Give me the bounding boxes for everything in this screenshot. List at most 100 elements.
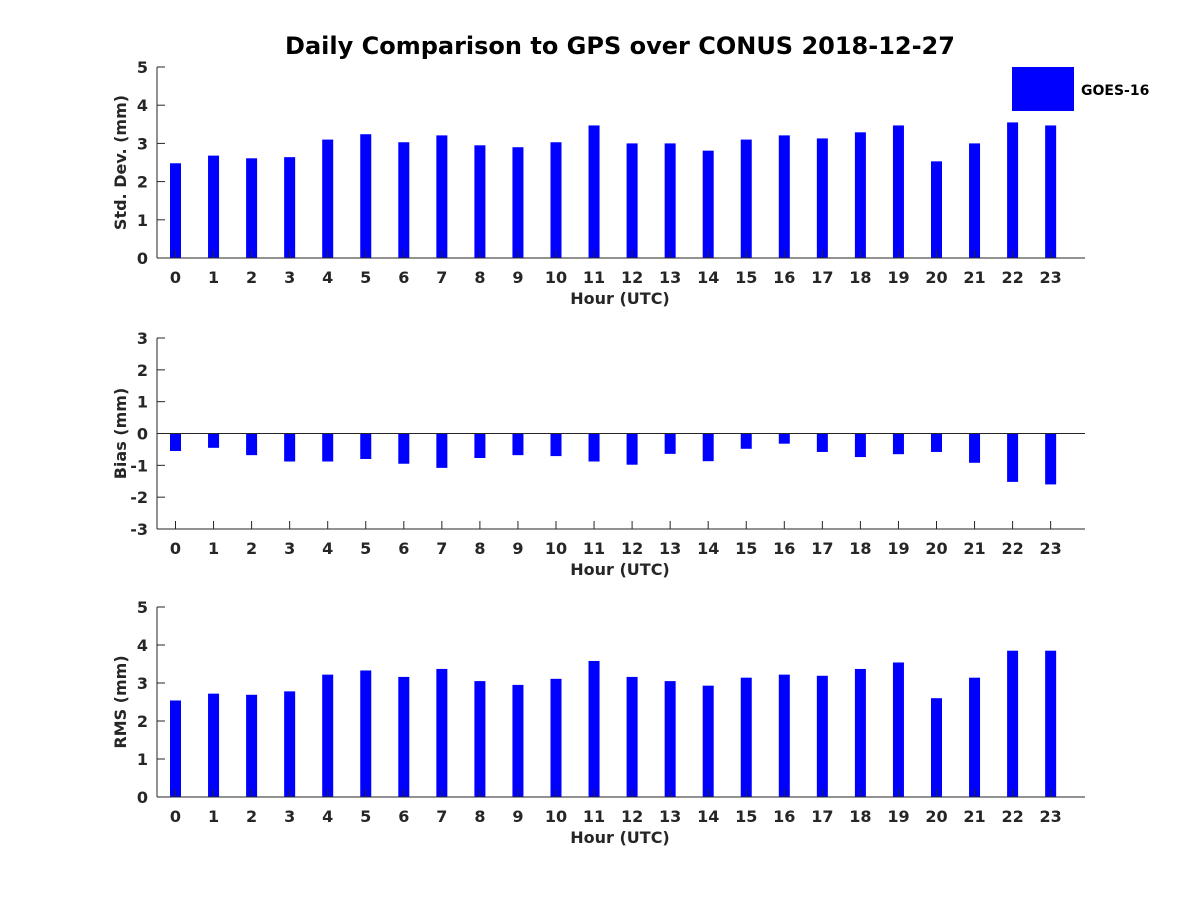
bar-hour-21: [969, 433, 981, 463]
y-tick-label: 3: [137, 674, 148, 693]
x-tick-label: 19: [887, 807, 909, 826]
bar-hour-15: [740, 139, 752, 258]
bar-hour-2: [246, 433, 258, 456]
x-tick-label: 12: [621, 807, 643, 826]
y-tick-label: 5: [137, 598, 148, 617]
x-tick-label: 9: [512, 268, 523, 287]
x-axis-label: Hour (UTC): [570, 560, 670, 579]
x-tick-label: 20: [925, 268, 947, 287]
x-tick-label: 17: [811, 539, 833, 558]
bar-hour-20: [931, 698, 942, 797]
bar-hour-15: [740, 433, 752, 449]
x-tick-label: 19: [887, 268, 909, 287]
x-tick-label: 3: [284, 539, 295, 558]
y-tick-label: 2: [137, 361, 148, 380]
x-tick-label: 19: [887, 539, 909, 558]
bar-hour-9: [512, 433, 524, 456]
y-tick-label: 0: [137, 249, 148, 268]
x-tick-label: 22: [1001, 807, 1023, 826]
x-tick-label: 23: [1040, 807, 1062, 826]
x-tick-label: 11: [583, 268, 605, 287]
y-tick-label: -1: [130, 456, 148, 475]
x-tick-label: 11: [583, 807, 605, 826]
x-tick-label: 11: [583, 539, 605, 558]
bar-hour-19: [892, 125, 904, 258]
y-tick-label: 3: [137, 329, 148, 348]
bar-hour-7: [436, 433, 448, 468]
bar-hour-14: [702, 433, 714, 462]
bar-hour-10: [550, 433, 562, 457]
bar-hour-11: [588, 660, 600, 797]
bar-hour-19: [892, 433, 904, 455]
y-tick-label: 1: [137, 393, 148, 412]
x-tick-label: 5: [360, 807, 371, 826]
x-tick-label: 2: [246, 268, 257, 287]
bar-hour-16: [778, 674, 790, 797]
x-tick-label: 17: [811, 268, 833, 287]
bar-hour-1: [208, 693, 220, 797]
bar-hour-5: [360, 134, 372, 258]
bar-hour-12: [626, 433, 638, 465]
bar-hour-3: [284, 433, 296, 462]
x-tick-label: 13: [659, 539, 681, 558]
bar-hour-18: [854, 668, 866, 797]
x-tick-label: 1: [208, 807, 219, 826]
x-tick-label: 21: [963, 807, 985, 826]
x-tick-label: 22: [1001, 539, 1023, 558]
bar-hour-23: [1045, 433, 1057, 485]
x-tick-label: 23: [1040, 539, 1062, 558]
bar-hour-18: [854, 132, 866, 258]
x-tick-label: 23: [1040, 268, 1062, 287]
x-tick-label: 18: [849, 539, 871, 558]
bar-hour-13: [664, 681, 676, 797]
x-tick-label: 3: [284, 807, 295, 826]
x-tick-label: 14: [697, 539, 719, 558]
y-tick-label: 3: [137, 134, 148, 153]
x-tick-label: 3: [284, 268, 295, 287]
bar-hour-20: [931, 161, 942, 258]
x-tick-label: 8: [474, 807, 485, 826]
x-tick-label: 8: [474, 539, 485, 558]
x-tick-label: 9: [512, 807, 523, 826]
bar-hour-7: [436, 135, 448, 258]
bar-hour-2: [246, 158, 258, 258]
bar-hour-10: [550, 678, 562, 797]
x-tick-label: 1: [208, 268, 219, 287]
x-tick-label: 5: [360, 539, 371, 558]
bar-hour-16: [778, 433, 790, 444]
x-tick-label: 8: [474, 268, 485, 287]
y-tick-label: 5: [137, 58, 148, 77]
bar-hour-12: [626, 143, 638, 258]
x-tick-label: 16: [773, 268, 795, 287]
bar-hour-21: [969, 143, 981, 258]
y-tick-label: -2: [130, 488, 148, 507]
bar-hour-5: [360, 670, 372, 797]
x-tick-label: 6: [398, 807, 409, 826]
bar-hour-3: [284, 157, 296, 258]
x-tick-label: 6: [398, 268, 409, 287]
x-tick-label: 14: [697, 807, 719, 826]
x-tick-label: 16: [773, 539, 795, 558]
chart-title: Daily Comparison to GPS over CONUS 2018-…: [285, 32, 955, 60]
bar-hour-1: [208, 155, 220, 258]
y-tick-label: 4: [137, 636, 148, 655]
bar-hour-18: [854, 433, 866, 458]
x-tick-label: 15: [735, 268, 757, 287]
y-axis-label: RMS (mm): [111, 655, 130, 748]
bar-hour-22: [1007, 433, 1019, 482]
x-tick-label: 7: [436, 539, 447, 558]
y-tick-label: -3: [130, 520, 148, 539]
x-tick-label: 17: [811, 807, 833, 826]
x-tick-label: 10: [545, 807, 567, 826]
x-tick-label: 9: [512, 539, 523, 558]
bar-hour-0: [170, 163, 181, 258]
y-tick-label: 2: [137, 173, 148, 192]
legend-swatch: [1012, 67, 1074, 111]
y-tick-label: 1: [137, 211, 148, 230]
bar-hour-15: [740, 677, 752, 797]
x-tick-label: 21: [963, 268, 985, 287]
bar-hour-8: [474, 433, 486, 459]
x-tick-label: 18: [849, 807, 871, 826]
